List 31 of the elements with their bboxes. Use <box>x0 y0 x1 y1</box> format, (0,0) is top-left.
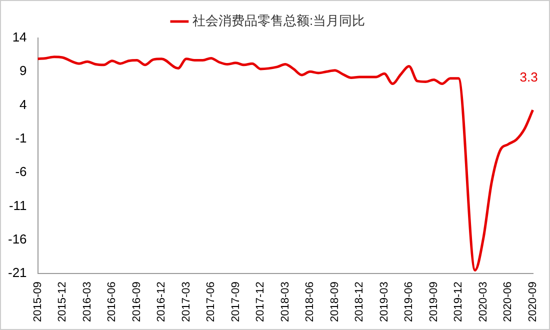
x-tick-label: 2019-06 <box>403 282 416 322</box>
legend-label: 社会消费品零售总额:当月同比 <box>192 13 366 28</box>
y-tick-label: 9 <box>20 63 27 78</box>
x-tick-label: 2017-06 <box>205 282 218 322</box>
x-tick-label: 2015-09 <box>32 282 44 322</box>
x-tick-label: 2016-06 <box>106 282 118 322</box>
y-tick-label: -11 <box>8 198 27 213</box>
y-tick-label: 4 <box>20 96 27 112</box>
y-tick-label: -16 <box>8 232 27 247</box>
y-tick-label: -21 <box>8 265 27 280</box>
x-tick-label: 2017-12 <box>254 282 267 322</box>
x-tick-label: 2015-12 <box>56 282 69 322</box>
x-tick-label: 2020-06 <box>502 282 514 322</box>
x-tick-label: 2016-03 <box>81 282 94 322</box>
x-tick-label: 2019-12 <box>452 282 465 322</box>
annotation: 3.3 <box>520 70 538 85</box>
y-tick-label: -1 <box>15 130 27 146</box>
x-tick-label: 2020-09 <box>526 282 539 322</box>
x-tick-label: 2016-12 <box>156 282 168 322</box>
x-tick-label: 2020-03 <box>477 282 490 322</box>
x-tick-label: 2017-09 <box>230 282 242 322</box>
x-tick-label: 2018-06 <box>304 282 316 322</box>
x-tick-label: 2018-03 <box>279 282 292 322</box>
x-tick-label: 2018-09 <box>328 282 341 322</box>
x-tick-label: 2019-09 <box>428 282 440 322</box>
y-tick-label: -6 <box>15 164 27 180</box>
y-tick-label: 14 <box>12 30 27 45</box>
x-tick-label: 2016-09 <box>130 282 143 322</box>
x-tick-label: 2017-03 <box>180 282 192 322</box>
x-tick-label: 2019-03 <box>378 282 390 322</box>
x-tick-label: 2018-12 <box>354 282 366 322</box>
